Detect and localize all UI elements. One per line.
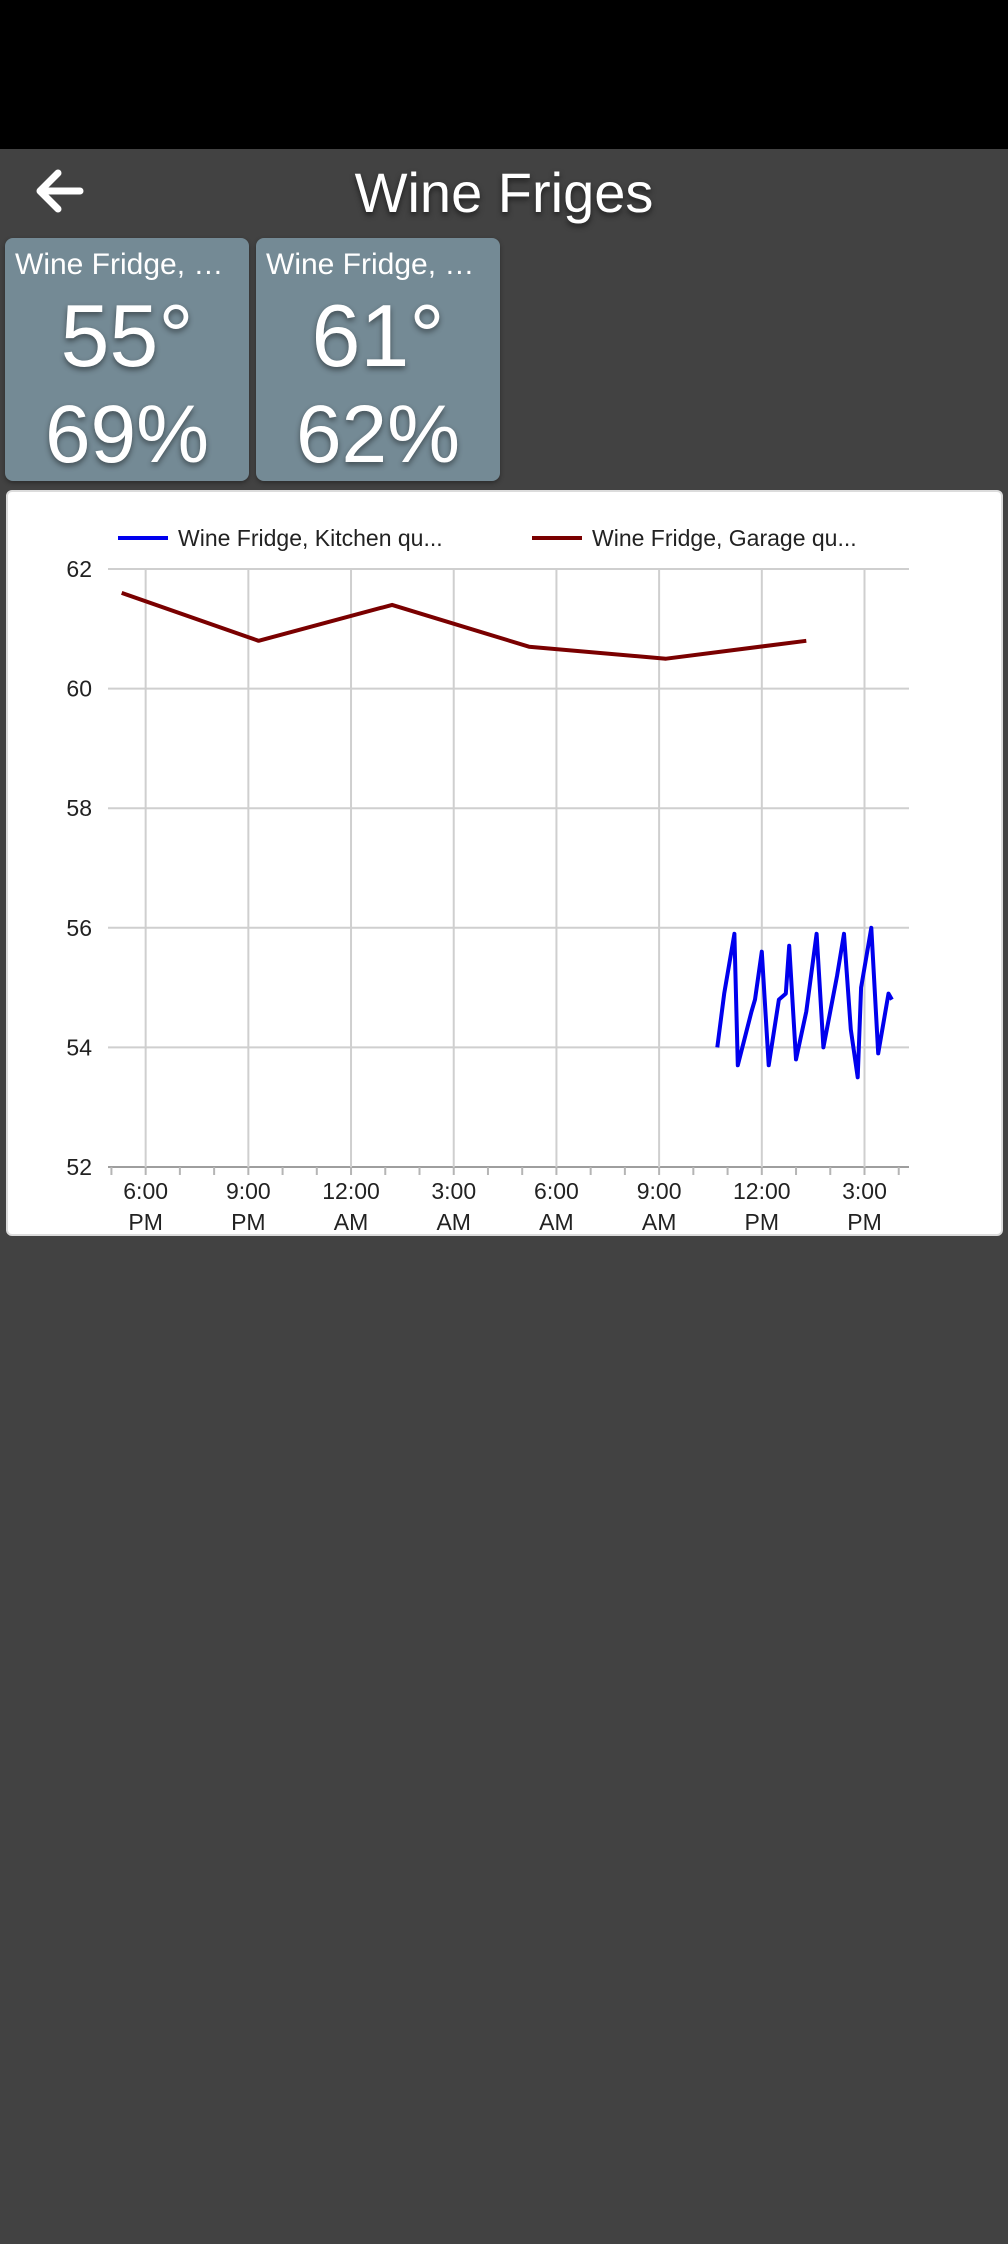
page-title: Wine Friges: [354, 161, 654, 224]
tile-temperature: 55°: [60, 286, 194, 385]
history-chart-card: 52 54 56 58 60 62 6:00 PM 9:00 PM 12:00 AM 3:00 AM 6:0…: [6, 490, 1003, 1236]
tile-wine-fridge-garage[interactable]: Wine Fridge, G... 61° 62%: [256, 238, 500, 481]
legend-label: Wine Fridge, Kitchen qu...: [178, 525, 443, 551]
tile-humidity: 69%: [44, 389, 210, 480]
series-line-garage: [121, 591, 807, 661]
y-tick-label: 60: [66, 676, 92, 702]
x-tick-label: 6:00: [123, 1178, 168, 1204]
x-tick-label: AM: [539, 1209, 574, 1234]
y-tick-label: 52: [66, 1154, 92, 1180]
x-tick-label: 3:00: [842, 1178, 887, 1204]
legend-label: Wine Fridge, Garage qu...: [592, 525, 857, 551]
x-tick-label: AM: [436, 1209, 471, 1234]
tile-wine-fridge-kitchen[interactable]: Wine Fridge, Ki... 55° 69%: [5, 238, 249, 481]
x-tick-label: PM: [745, 1209, 780, 1234]
x-tick-label: AM: [642, 1209, 677, 1234]
y-tick-label: 54: [66, 1034, 92, 1060]
x-tick-label: PM: [128, 1209, 163, 1234]
tile-humidity: 62%: [295, 389, 461, 480]
temperature-history-chart: 52 54 56 58 60 62 6:00 PM 9:00 PM 12:00 AM 3:00 AM 6:0…: [66, 525, 909, 1234]
arrow-left-icon: [36, 169, 84, 213]
series-line-kitchen: [715, 925, 894, 1080]
y-tick-label: 62: [66, 556, 92, 582]
x-tick-label: 9:00: [637, 1178, 682, 1204]
x-tick-label: 12:00: [733, 1178, 791, 1204]
x-tick-label: 12:00: [322, 1178, 380, 1204]
y-tick-label: 58: [66, 795, 92, 821]
app-header: Wine Friges: [0, 149, 1008, 237]
x-tick-label: 9:00: [226, 1178, 271, 1204]
tile-name: Wine Fridge, Ki...: [15, 248, 241, 281]
x-tick-label: PM: [847, 1209, 882, 1234]
y-tick-label: 56: [66, 915, 92, 941]
tile-name: Wine Fridge, G...: [266, 248, 492, 281]
x-tick-label: AM: [334, 1209, 369, 1234]
tile-temperature: 61°: [311, 286, 445, 385]
x-tick-label: 6:00: [534, 1178, 579, 1204]
x-tick-label: PM: [231, 1209, 266, 1234]
status-bar: [0, 0, 1008, 149]
back-button[interactable]: [30, 163, 90, 219]
x-tick-label: 3:00: [431, 1178, 476, 1204]
